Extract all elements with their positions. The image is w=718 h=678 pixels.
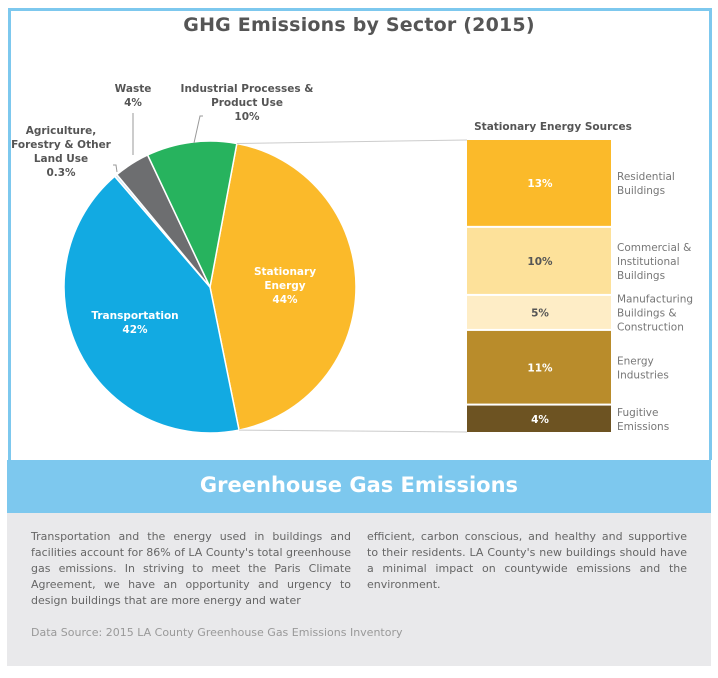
bar-chart-title: Stationary Energy Sources (474, 121, 632, 133)
slice-label-stationary-energy: Stationary Energy 44% (254, 266, 316, 306)
bar-segment-1 (467, 227, 611, 294)
bar-value-label-2: 5% (531, 307, 549, 319)
slice-label-agriculture: Agriculture, Forestry & Other Land Use 0.3% (11, 125, 112, 179)
bar-category-label-4: Fugitive Emissions (617, 407, 669, 433)
bar-segment-2 (467, 295, 611, 329)
chart-svg: 13% Residential Buildings 10% Commercial & In… (11, 83, 693, 434)
description-column-1: Transportation and the energy used in bu… (31, 530, 351, 607)
slice-label-waste: Waste 4% (115, 83, 152, 109)
description-column-2: efficient, carbon conscious, and healthy… (367, 530, 687, 591)
leader-line-agriculture (113, 164, 118, 173)
bar-segment-3 (467, 330, 611, 404)
pie-slice-0 (209, 142, 357, 431)
chart-title: GHG Emissions by Sector (2015) (183, 14, 535, 36)
bar-category-label-0: Residential Buildings (617, 171, 675, 197)
bar-category-label-1: Commercial & Institutional Buildings (617, 242, 691, 282)
connector-line-bottom (239, 429, 468, 433)
bar-value-label-0: 13% (527, 178, 553, 190)
bar-category-label-2: Manufacturing Buildings & Construction (617, 293, 693, 333)
bar-category-label-3: Energy Industries (617, 355, 669, 381)
bar-segment-4 (467, 405, 611, 432)
section-banner: Greenhouse Gas Emissions (7, 460, 711, 513)
bar-value-label-3: 11% (527, 362, 553, 374)
bar-value-label-4: 4% (531, 414, 549, 426)
pie-slice-4 (146, 140, 238, 290)
description-box: Transportation and the energy used in bu… (7, 513, 711, 666)
data-source: Data Source: 2015 LA County Greenhouse G… (31, 626, 403, 639)
bar-value-label-1: 10% (527, 256, 553, 268)
pie-slice-1 (63, 175, 240, 434)
slice-label-transportation: Transportation 42% (91, 310, 178, 336)
slice-label-industrial: Industrial Processes & Product Use 10% (181, 83, 314, 123)
leader-line-industrial (193, 115, 203, 144)
bar-segment-0 (467, 140, 611, 226)
connector-line-top (236, 139, 468, 144)
